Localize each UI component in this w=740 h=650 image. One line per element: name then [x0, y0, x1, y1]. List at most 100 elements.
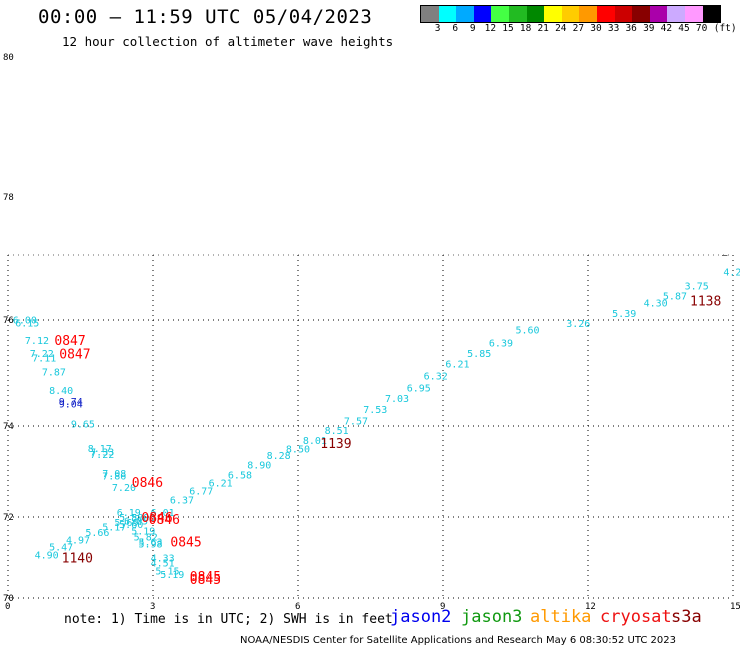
wave-height-value: 5.15 — [155, 567, 179, 578]
wave-height-value: 6.58 — [228, 470, 252, 481]
wave-height-value: 6.95 — [407, 384, 431, 395]
wave-height-value: 8.17 — [88, 444, 112, 455]
wave-height-value: 5.69 — [114, 518, 138, 529]
colorbar-swatch — [632, 6, 650, 22]
lon-tick-label: 3 — [150, 602, 155, 612]
colorbar-label: 36 — [625, 23, 637, 34]
colorbar-swatch — [544, 6, 562, 22]
wave-height-value: 7.03 — [385, 394, 409, 405]
wave-height-value: 7.11 — [32, 353, 56, 364]
wave-height-value: 7.12 — [25, 336, 49, 347]
wave-height-value: 6.21 — [445, 360, 469, 371]
wave-height-value: 4.51 — [151, 558, 175, 569]
wave-height-value: 8.90 — [247, 460, 271, 471]
wave-height-value: 9.74 — [59, 397, 83, 408]
colorbar-label: 27 — [572, 23, 585, 34]
lon-tick-label: 0 — [5, 602, 10, 612]
lat-tick-label: 72 — [3, 513, 14, 523]
colorbar-label: 42 — [660, 23, 673, 34]
lat-tick-label: 78 — [3, 193, 14, 203]
colorbar-label: 15 — [502, 23, 514, 34]
lat-tick-label: 74 — [3, 422, 14, 432]
colorbar-label: 12 — [484, 23, 497, 34]
wave-height-value: 4.90 — [35, 551, 59, 562]
wave-height-value: 6.21 — [209, 479, 233, 490]
legend-item-jason2: jason2 — [390, 607, 452, 627]
colorbar-label: 24 — [555, 23, 567, 34]
legend-item-cryosat: cryosat — [600, 607, 672, 627]
colorbar-swatch — [667, 6, 685, 22]
pass-time-label: 0847 — [59, 347, 90, 362]
lat-tick-label: 70 — [3, 594, 14, 604]
pass-time-label: 0846 — [149, 513, 180, 528]
colorbar-label: 70 — [695, 23, 708, 34]
wave-height-value: 7.53 — [363, 405, 387, 416]
units-note: note: 1) Time is in UTC; 2) SWH is in fe… — [64, 612, 393, 627]
wave-height-value: 6.39 — [489, 339, 513, 350]
right-edge-tick: – — [722, 251, 728, 261]
colorbar-label: 33 — [607, 23, 620, 34]
wave-height-value: 9.65 — [71, 419, 95, 430]
colorbar-labels: 3 6 9 12 15 18 21 24 27 30 33 36 39 42 45 70 (ft) — [420, 23, 740, 35]
pass-time-label: 0846 — [141, 511, 172, 526]
wave-height-value: 5.17 — [102, 522, 126, 533]
colorbar-swatch — [702, 6, 721, 22]
wave-height-value: 5.85 — [467, 349, 491, 360]
wave-height-value: 7.57 — [344, 416, 368, 427]
wave-height-value: 6.37 — [170, 495, 194, 506]
pass-time-label: 1140 — [62, 551, 93, 566]
pass-time-label: 1139 — [320, 437, 351, 452]
colorbar-swatch — [649, 6, 668, 22]
colorbar-label: (ft) — [713, 23, 737, 34]
colorbar-swatch — [526, 6, 545, 22]
colorbar-swatch — [561, 6, 580, 22]
colorbar-swatch — [473, 6, 492, 22]
wave-height-colorbar — [420, 5, 722, 23]
wave-height-value: 7.22 — [90, 450, 114, 461]
wave-height-value: 6.01 — [151, 508, 175, 519]
legend-item-s3a: s3a — [671, 607, 702, 627]
colorbar-label: 45 — [678, 23, 690, 34]
lon-tick-label: 9 — [440, 602, 445, 612]
wave-height-value: 7.08 — [102, 469, 126, 480]
pass-time-label: 0845 — [170, 536, 201, 551]
colorbar-swatch — [579, 6, 597, 22]
colorbar-label: 18 — [519, 23, 532, 34]
colorbar-swatch — [438, 6, 457, 22]
wave-height-value: 5.47 — [49, 543, 73, 554]
colorbar-swatch — [508, 6, 527, 22]
wave-height-value: 6.32 — [424, 371, 448, 382]
wave-height-value: 8.01 — [303, 436, 327, 447]
wave-height-value: 5.39 — [612, 309, 636, 320]
wave-height-value: 7.86 — [102, 472, 126, 483]
colorbar-swatch — [596, 6, 615, 22]
colorbar-swatch — [684, 6, 703, 22]
wave-height-value: 8.50 — [286, 444, 310, 455]
wave-height-value: 3.26 — [566, 319, 590, 330]
wave-height-value: 5.63 — [139, 537, 163, 548]
lon-tick-label: 15 — [730, 602, 740, 612]
wave-height-value: 6.19 — [117, 508, 141, 519]
lon-tick-label: 6 — [295, 602, 300, 612]
wave-height-value: 8.28 — [267, 451, 291, 462]
footer-credit: NOAA/NESDIS Center for Satellite Applica… — [240, 635, 676, 646]
colorbar-label: 3 — [434, 23, 441, 34]
pass-time-label: 0847 — [54, 334, 85, 349]
wave-height-value: 8.51 — [325, 426, 349, 437]
wave-height-value: 7.20 — [112, 483, 136, 494]
wave-height-value: 5.19 — [131, 526, 155, 537]
legend-item-altika: altika — [530, 607, 592, 627]
colorbar-label: 6 — [452, 23, 459, 34]
pass-time-label: 0845 — [190, 570, 221, 585]
legend-item-jason3: jason3 — [461, 607, 523, 627]
page-subtitle: 12 hour collection of altimeter wave hei… — [62, 34, 394, 49]
colorbar-label: 21 — [537, 23, 549, 34]
wave-height-value: 6.00 — [13, 316, 37, 327]
wave-height-value: 4.33 — [151, 554, 175, 565]
wave-height-value: 7.33 — [90, 448, 114, 459]
wave-height-value: 7.22 — [30, 349, 54, 360]
colorbar-swatch — [421, 6, 439, 22]
wave-height-value: 8.40 — [49, 386, 73, 397]
lat-tick-label: 76 — [3, 316, 14, 326]
